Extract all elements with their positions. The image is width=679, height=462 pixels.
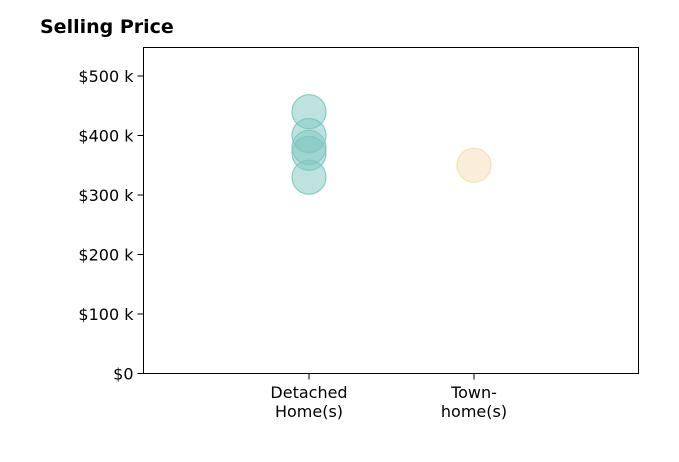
plot-frame — [143, 47, 639, 374]
x-tick-label: Detached Home(s) — [270, 383, 347, 421]
x-axis-labels: Detached Home(s) Town-home(s) — [270, 373, 507, 421]
data-points — [291, 94, 492, 195]
y-tick-label: $500 k — [78, 67, 134, 86]
x-tick-label: Town-home(s) — [441, 383, 507, 421]
chart-title: Selling Price — [40, 16, 174, 38]
y-axis-ticks: $0 $100 k $200 k $300 k $400 k $500 k — [78, 67, 144, 384]
y-tick-label: $100 k — [78, 305, 134, 324]
y-tick-label: $300 k — [78, 186, 134, 205]
y-tick-label: $400 k — [78, 127, 134, 146]
data-point — [291, 159, 327, 195]
y-tick-label: $0 — [113, 365, 133, 384]
data-point — [456, 147, 492, 183]
y-tick-label: $200 k — [78, 246, 134, 265]
